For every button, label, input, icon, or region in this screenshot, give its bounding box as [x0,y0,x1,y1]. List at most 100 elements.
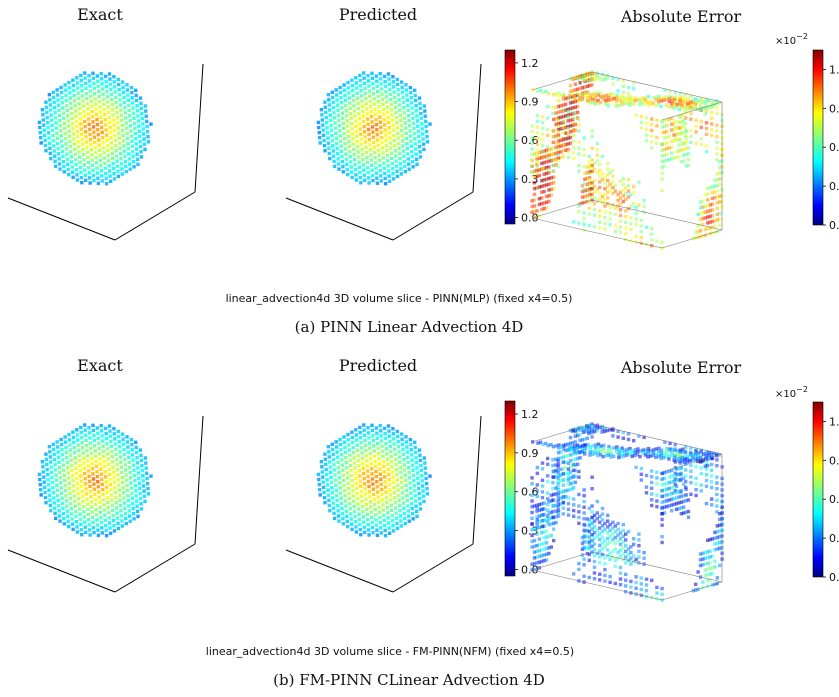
scatter-point [70,463,74,468]
scatter-point [374,171,379,175]
scatter-point [401,144,405,148]
scatter-point [144,461,148,465]
scatter-point [418,155,423,159]
scatter-point [556,141,560,146]
scatter-point [679,494,683,499]
scatter-point [59,129,63,133]
colorbar-tick-label: 1.2 [521,408,539,421]
scatter-point [115,511,119,515]
scatter-point [595,153,599,157]
scatter-point [116,121,120,125]
scatter-point [618,531,623,535]
scatter-point [595,188,599,192]
scatter-point [128,471,132,475]
scatter-point [540,202,544,206]
scatter-point [621,176,625,181]
scatter-point [113,138,117,143]
scatter-point [603,544,607,549]
scatter-point [710,537,715,541]
scatter-point [682,142,686,146]
scatter-point [549,181,553,186]
scatter-point [56,141,60,146]
scatter-point [380,487,384,492]
scatter-point [395,429,399,434]
scatter-point [141,132,146,136]
scatter-point [89,500,93,504]
scatter-point [90,158,94,162]
scatter-point [392,437,396,441]
scatter-point [322,490,326,495]
scatter-point [80,137,84,141]
scatter-point [136,119,141,123]
scatter-point [583,85,587,89]
scatter-point [60,491,64,495]
scatter-point [616,429,620,434]
scatter-point [378,472,382,476]
scatter-point [593,97,598,101]
scatter-point [678,102,682,106]
scatter-point [591,444,595,448]
scatter-point [137,476,141,480]
scatter-point [49,108,53,112]
scatter-point [404,483,408,488]
scatter-point [89,495,93,499]
scatter-point [81,505,86,509]
scatter-point [124,468,128,472]
scatter-point [107,462,111,466]
scatter-point [585,517,589,521]
scatter-point [96,84,100,88]
scatter-point [378,467,382,471]
scatter-point [105,95,110,99]
scatter-point [79,436,84,440]
scatter-point [583,452,587,456]
scatter-point [535,506,539,510]
scatter-point [393,457,398,462]
scatter-point [641,448,645,452]
scatter-point [382,166,386,170]
scatter-point [128,514,132,518]
scatter-point [64,98,69,103]
scatter-point [374,74,378,78]
scatter-point [76,492,80,496]
scatter-point [50,475,54,480]
scatter-point [98,505,102,509]
scatter-point [428,122,432,126]
scatter-point [556,99,561,103]
scatter-point [368,143,372,147]
panel-title-exact: Exact [77,356,123,375]
scatter-point [694,482,698,486]
scatter-point [585,534,589,538]
scatter-point [530,516,534,520]
scatter-point [100,82,104,86]
scatter-point [52,501,56,505]
scatter-point [361,114,365,119]
scatter-point [372,145,376,150]
scatter-point [56,498,60,503]
scatter-point [568,101,573,105]
scatter-point [715,524,719,528]
scatter-point [327,455,331,459]
scatter-point [535,131,539,135]
scatter-point [353,162,357,167]
scatter-point [321,485,326,489]
scatter-point [718,194,722,198]
scatter-point [704,478,709,483]
scatter-point [535,483,539,487]
scatter-point [127,504,131,508]
scatter-point [100,130,104,135]
scatter-point [397,450,401,454]
scatter-point [561,489,565,493]
scatter-point [674,478,679,483]
scatter-point [100,429,104,433]
scatter-point [138,496,143,501]
scatter-point [609,452,613,456]
scatter-point [362,477,366,481]
scatter-point [77,458,82,463]
scatter-point [417,491,421,496]
scatter-point [377,510,382,515]
colorbar-main: 0.00.30.60.91.2 [504,400,539,577]
scatter-point [382,74,387,79]
scatter-point [372,102,377,106]
scatter-point [379,125,383,129]
scatter-point [715,206,719,211]
